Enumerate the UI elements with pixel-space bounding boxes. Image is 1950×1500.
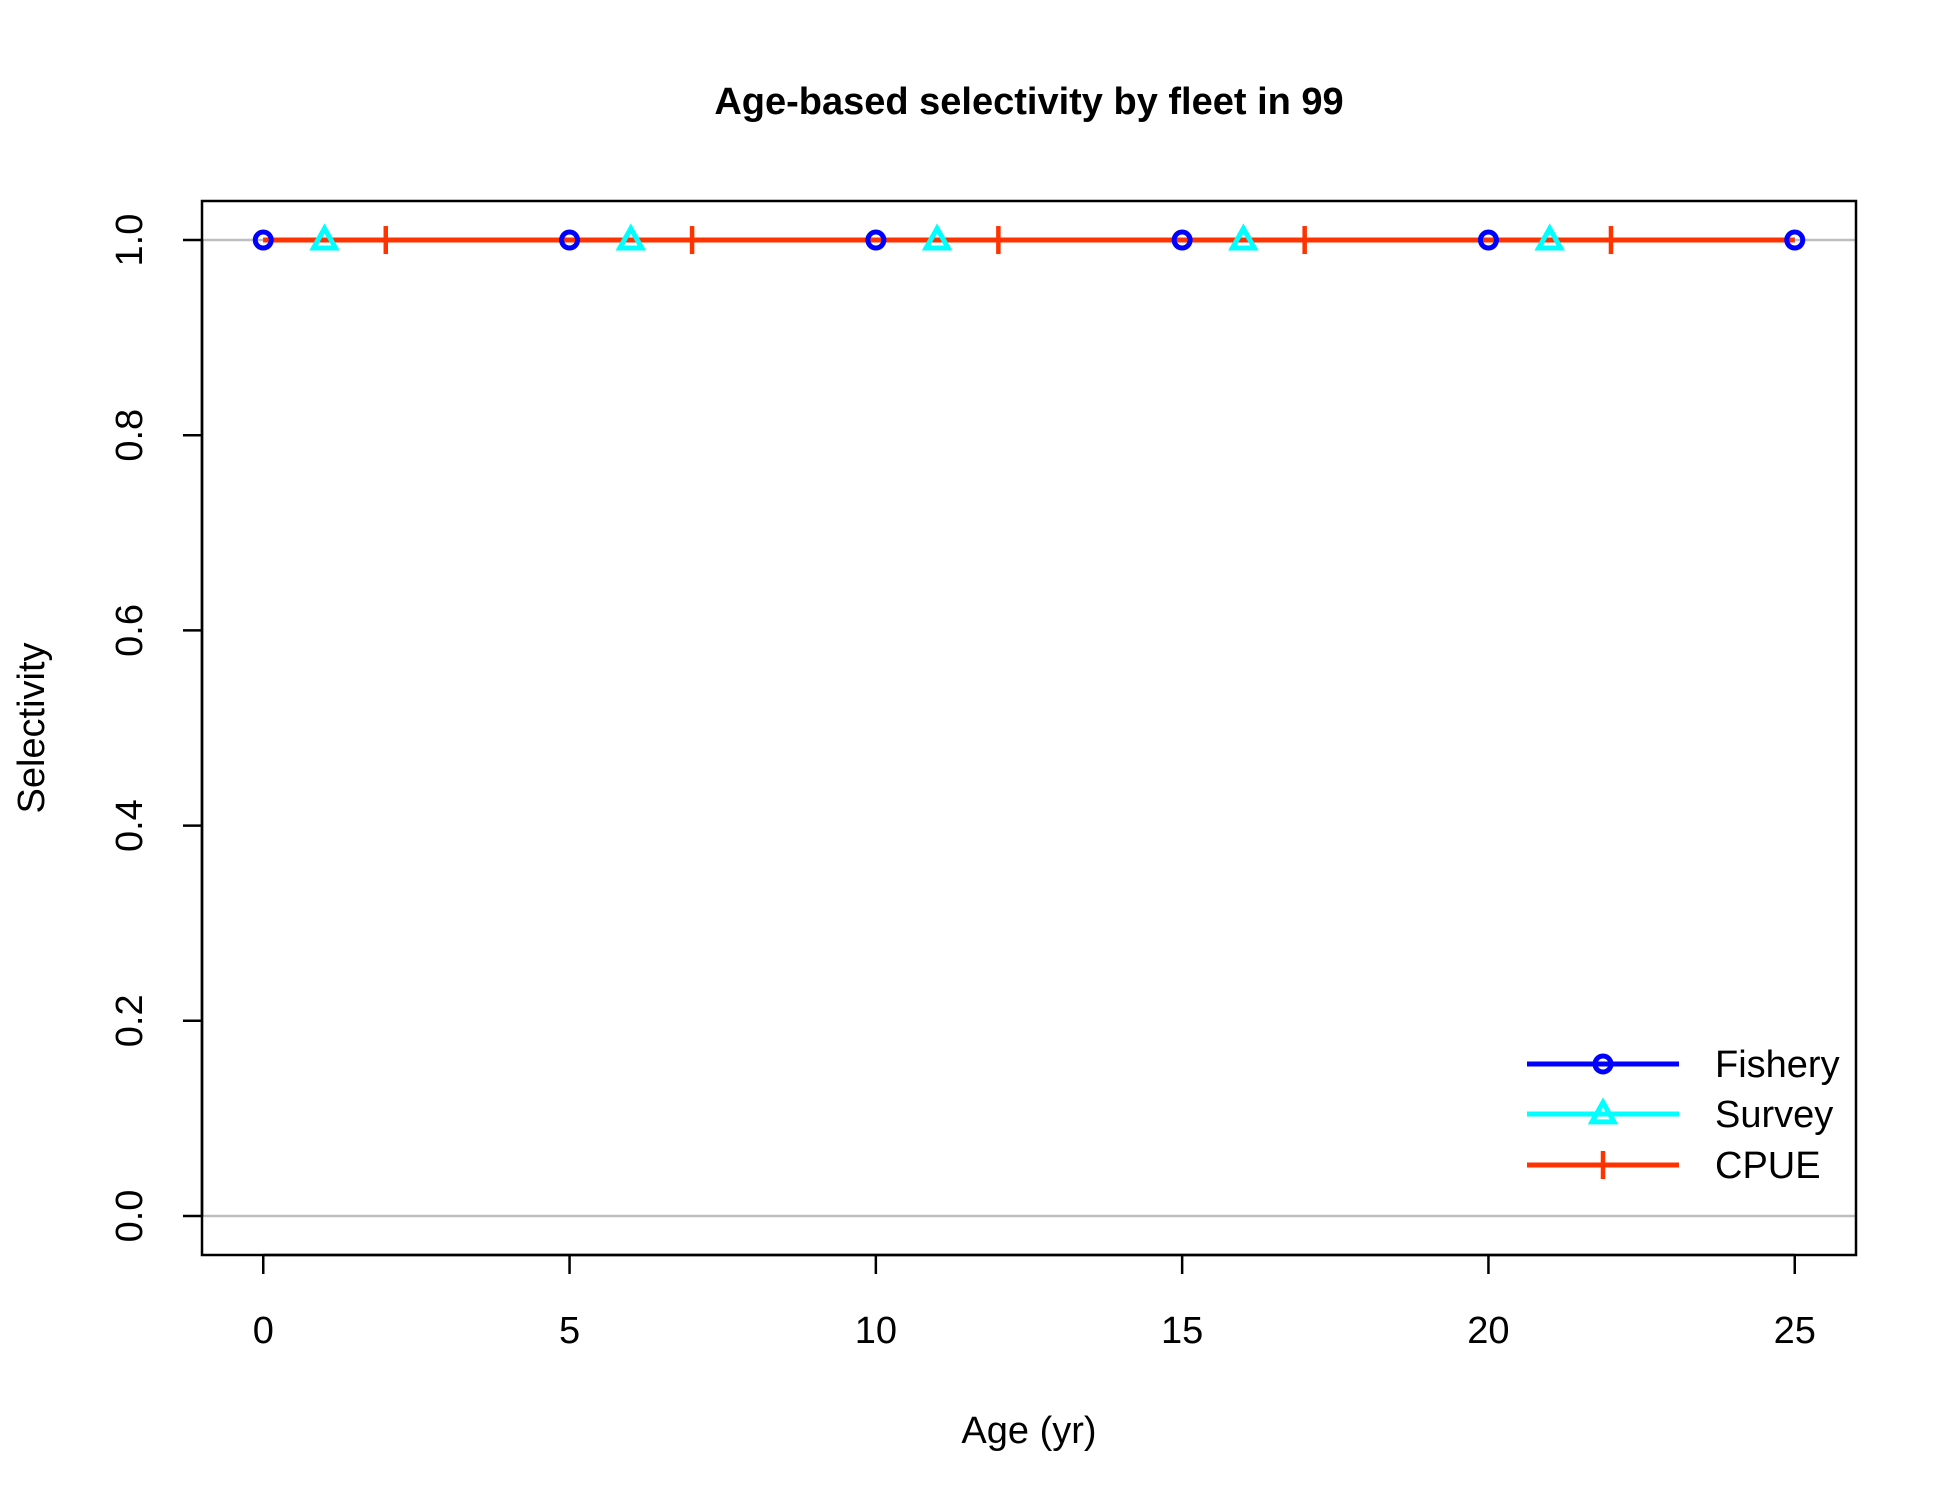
y-tick-label-0: 0.0 — [109, 1190, 151, 1243]
x-tick-label-0: 0 — [253, 1310, 274, 1352]
legend-item-fishery: Fishery — [1527, 1044, 1840, 1086]
plot-frame — [200, 199, 1858, 1257]
x-axis-label: Age (yr) — [961, 1410, 1096, 1452]
legend-label-survey: Survey — [1715, 1094, 1833, 1136]
legend: Fishery Survey CPUE — [1527, 1044, 1840, 1187]
y-tick-label-1: 0.2 — [109, 994, 151, 1047]
y-tick-label-4: 0.8 — [109, 409, 151, 462]
point-fishery-25 — [1784, 229, 1806, 251]
legend-marker-survey — [1587, 1097, 1619, 1125]
point-survey-21 — [1534, 223, 1565, 251]
legend-label-cpue: CPUE — [1715, 1145, 1821, 1187]
chart-title: Age-based selectivity by fleet in 99 — [714, 81, 1343, 123]
y-axis: 0.0 0.2 0.4 0.6 0.8 1.0 — [109, 214, 204, 1243]
point-survey-16 — [1228, 223, 1259, 251]
point-fishery-10 — [865, 229, 887, 251]
markers-fishery — [252, 229, 1806, 251]
point-survey-6 — [615, 223, 647, 251]
x-tick-label-4: 20 — [1467, 1310, 1509, 1352]
point-fishery-20 — [1477, 229, 1499, 251]
x-tick-label-1: 5 — [559, 1310, 580, 1352]
series-layer — [252, 223, 1806, 255]
legend-marker-fishery — [1592, 1053, 1614, 1075]
point-survey-1 — [309, 223, 340, 251]
x-tick-label-3: 15 — [1161, 1310, 1203, 1352]
legend-item-cpue: CPUE — [1527, 1145, 1821, 1187]
legend-label-fishery: Fishery — [1715, 1044, 1840, 1086]
point-fishery-0 — [252, 229, 274, 251]
markers-survey — [309, 223, 1565, 251]
legend-item-survey: Survey — [1527, 1094, 1833, 1136]
x-tick-label-5: 25 — [1774, 1310, 1816, 1352]
y-tick-label-3: 0.6 — [109, 604, 151, 657]
point-survey-11 — [921, 223, 953, 251]
point-fishery-5 — [559, 229, 581, 251]
y-axis-label: Selectivity — [11, 642, 53, 813]
x-axis: 0 5 10 15 20 25 — [253, 1253, 1816, 1352]
markers-cpue — [383, 226, 1614, 255]
point-fishery-15 — [1171, 229, 1193, 251]
y-tick-label-2: 0.4 — [109, 799, 151, 852]
y-tick-label-5: 1.0 — [109, 214, 151, 267]
x-tick-label-2: 10 — [855, 1310, 897, 1352]
